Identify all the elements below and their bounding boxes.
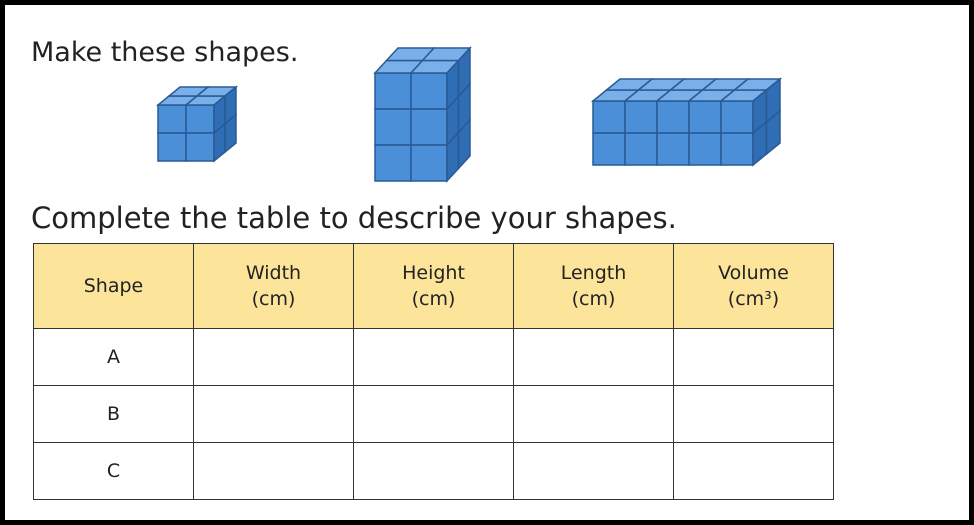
header-cell: Width (cm)	[193, 243, 354, 329]
cube-front	[720, 100, 754, 134]
shape-label: C	[33, 442, 194, 500]
shape-label: B	[33, 385, 194, 443]
cube-front	[157, 104, 187, 134]
cube-front	[410, 144, 448, 182]
cube-side	[224, 113, 237, 154]
cube-shapes	[155, 46, 783, 183]
cube-front	[592, 132, 626, 166]
table-row: A	[33, 328, 834, 386]
header-cell: Length (cm)	[513, 243, 674, 329]
table-row: B	[33, 385, 834, 443]
cube-front	[656, 132, 690, 166]
empty-cell	[193, 442, 354, 500]
empty-cell	[673, 442, 834, 500]
header-text: (cm³)	[727, 288, 780, 310]
empty-cell	[513, 442, 674, 500]
instruction: Complete the table to describe your shap…	[31, 201, 677, 235]
shape-label: A	[33, 328, 194, 386]
header-text: (cm)	[411, 288, 456, 310]
empty-cell	[353, 442, 514, 500]
cube-front	[688, 132, 722, 166]
cube-front	[720, 132, 754, 166]
cube-front	[185, 104, 215, 134]
cube-side	[457, 118, 471, 171]
empty-cell	[353, 385, 514, 443]
cube-front	[688, 100, 722, 134]
instruction: Make these shapes.	[31, 37, 299, 68]
cube-front	[624, 132, 658, 166]
header-cell: Shape	[33, 243, 194, 329]
header-text: (cm)	[571, 288, 616, 310]
cube-front	[185, 132, 215, 162]
cube-front	[157, 132, 187, 162]
empty-cell	[193, 328, 354, 386]
cube-front	[374, 108, 412, 146]
table-row: C	[33, 442, 834, 500]
cube-front	[374, 144, 412, 182]
header-text: Volume	[718, 262, 789, 284]
empty-cell	[353, 328, 514, 386]
description-table: Shape Width (cm) Height (cm) Length (cm) Volume…	[33, 243, 834, 500]
cube-front	[656, 100, 690, 134]
cube-front	[410, 108, 448, 146]
empty-cell	[673, 328, 834, 386]
header-text: Length	[560, 262, 627, 284]
empty-cell	[193, 385, 354, 443]
header-text: Shape	[83, 275, 144, 297]
cube-front	[592, 100, 626, 134]
header-text: Width	[245, 262, 302, 284]
cube-front	[624, 100, 658, 134]
empty-cell	[673, 385, 834, 443]
empty-cell	[513, 385, 674, 443]
empty-cell	[513, 328, 674, 386]
cube-side	[765, 109, 781, 156]
header-cell: Height (cm)	[353, 243, 514, 329]
header-row: Shape Width (cm) Height (cm) Length (cm) Volume…	[33, 243, 834, 329]
header-text: (cm)	[251, 288, 296, 310]
cube-front	[410, 72, 448, 110]
header-cell: Volume (cm³)	[673, 243, 834, 329]
header-text: Height	[402, 262, 465, 284]
cube-front	[374, 72, 412, 110]
